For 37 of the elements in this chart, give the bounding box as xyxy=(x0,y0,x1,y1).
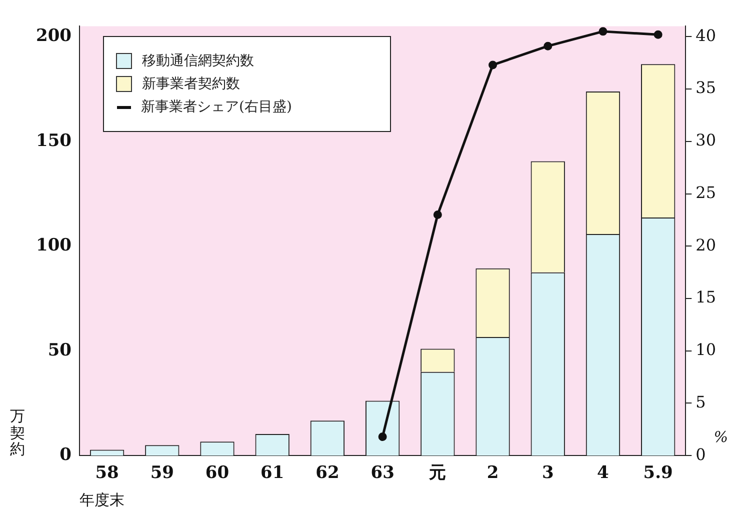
x-tick-label: 4 xyxy=(597,463,610,484)
y-tick-label: 100 xyxy=(36,236,72,256)
y2-tick-label: 40 xyxy=(696,26,716,45)
point xyxy=(544,42,552,50)
point xyxy=(654,30,662,39)
y2-tick-label: 20 xyxy=(696,235,716,254)
point xyxy=(598,27,608,36)
y2-tick-label: 25 xyxy=(696,182,716,202)
y2-tick-label: 30 xyxy=(696,130,716,150)
legend-label: 新事業者シェア(右目盛) xyxy=(141,98,292,116)
x-tick-label: 3 xyxy=(542,463,554,484)
y2-axis-title: % xyxy=(714,428,728,446)
x-axis-title: 年度末 xyxy=(79,490,124,509)
x-tick-label: 59 xyxy=(150,463,174,484)
y2-tick-label: 5 xyxy=(696,392,706,412)
x-tick-label: 63 xyxy=(370,463,394,484)
x-tick-label: 5.9 xyxy=(643,463,673,484)
legend-label: 新事業者契約数 xyxy=(142,75,240,93)
point xyxy=(488,60,498,70)
x-tick-label: 61 xyxy=(260,463,284,484)
y-tick-label: 0 xyxy=(60,445,72,466)
x-tick-label: 62 xyxy=(316,463,340,484)
y-tick-label: 150 xyxy=(36,130,72,151)
y2-tick-label: 35 xyxy=(696,78,716,98)
point xyxy=(378,432,387,441)
legend-label: 移動通信網契約数 xyxy=(142,52,254,70)
y-tick-label: 200 xyxy=(36,26,72,46)
x-tick-label: 元 xyxy=(428,463,446,484)
y-tick-label: 50 xyxy=(48,340,72,360)
x-tick-label: 60 xyxy=(205,463,230,484)
x-tick-label: 58 xyxy=(95,463,119,484)
y2-tick-label: 10 xyxy=(696,340,716,360)
point xyxy=(433,210,442,219)
y-axis-title: 万契約 xyxy=(10,407,25,458)
x-tick-label: 2 xyxy=(486,463,499,484)
y2-tick-label: 0 xyxy=(696,444,706,464)
y2-tick-label: 15 xyxy=(696,288,716,307)
